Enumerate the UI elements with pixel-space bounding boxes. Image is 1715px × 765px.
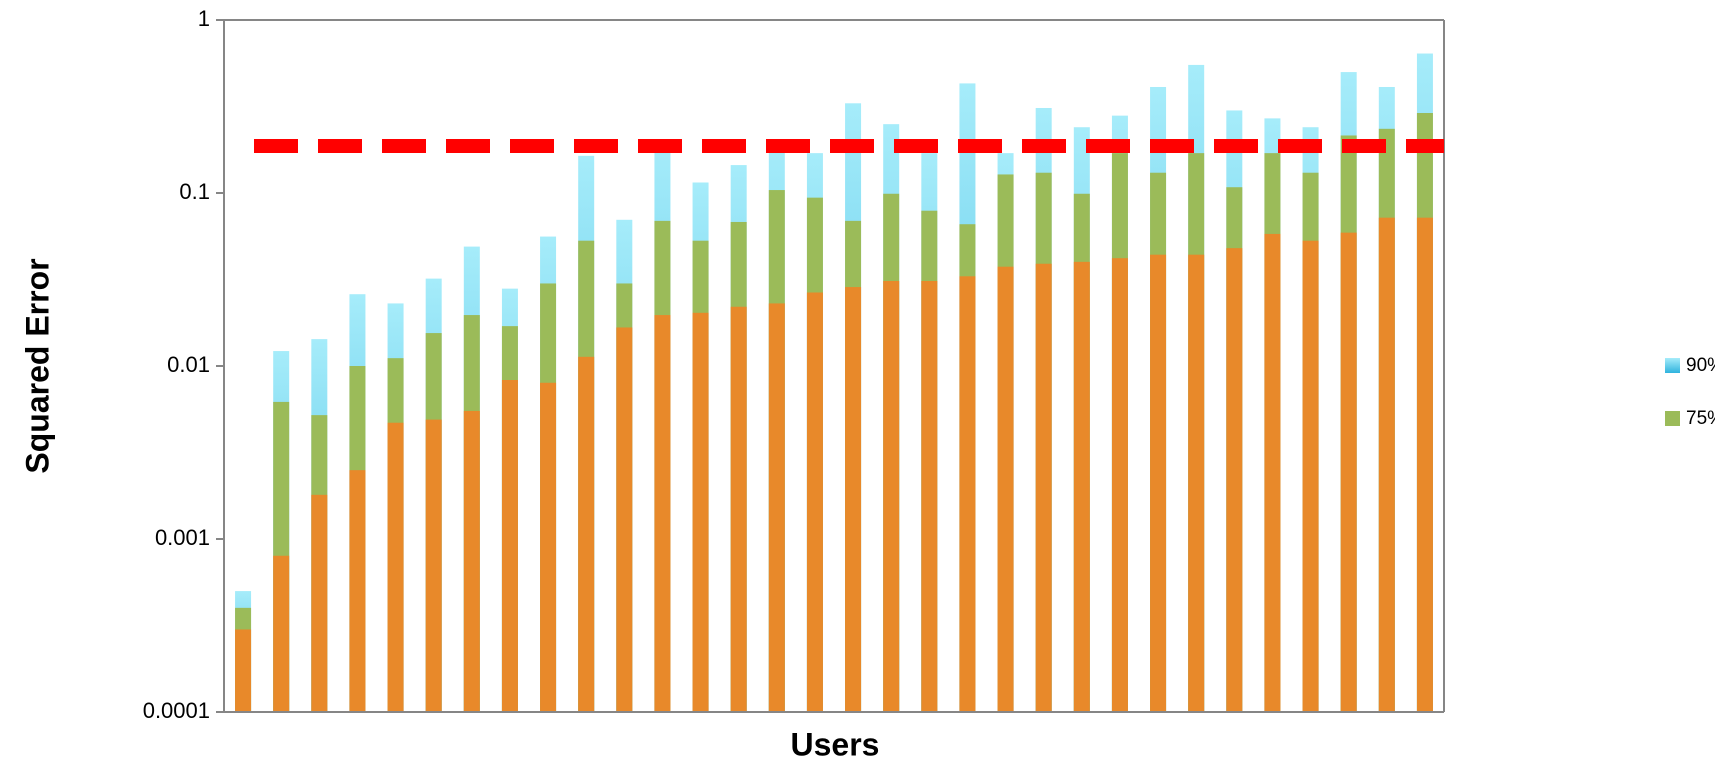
bar [501, 379, 518, 712]
y-tick-label: 0.0001 [143, 698, 210, 723]
bar [1340, 232, 1357, 712]
bar [883, 280, 900, 712]
bar [806, 292, 823, 712]
bar [959, 276, 976, 712]
legend-swatch [1665, 411, 1680, 426]
bar [1150, 254, 1167, 713]
bar [1416, 217, 1433, 713]
bar [1226, 248, 1243, 712]
legend-swatch [1665, 358, 1680, 373]
bar [692, 312, 709, 712]
y-tick-label: 1 [198, 6, 210, 31]
bar [768, 303, 785, 712]
bar [425, 419, 442, 712]
y-axis-title: Squared Error [19, 258, 55, 473]
bar [654, 315, 671, 712]
legend-label: 90%ile [1686, 355, 1715, 376]
bar [730, 306, 747, 712]
bar [387, 422, 404, 712]
legend-label: 75%ile [1686, 408, 1715, 429]
bar [1378, 217, 1395, 713]
y-tick-label: 0.01 [167, 352, 210, 377]
bar [540, 382, 557, 712]
bar [997, 266, 1014, 712]
bar [1073, 261, 1090, 712]
bar [273, 555, 290, 712]
bar [1264, 233, 1281, 713]
y-tick-label: 0.1 [179, 179, 210, 204]
x-axis-title: Users [791, 726, 880, 762]
bar [845, 287, 862, 712]
bar [311, 494, 328, 712]
bar [1302, 240, 1319, 713]
bar [1035, 263, 1052, 712]
bar [463, 410, 480, 712]
bar [1111, 258, 1128, 712]
bar [1188, 254, 1205, 713]
bar [578, 356, 595, 712]
bar [921, 280, 938, 712]
bar [235, 629, 252, 712]
bar [616, 327, 633, 712]
y-tick-label: 0.001 [155, 525, 210, 550]
bar [349, 470, 366, 712]
